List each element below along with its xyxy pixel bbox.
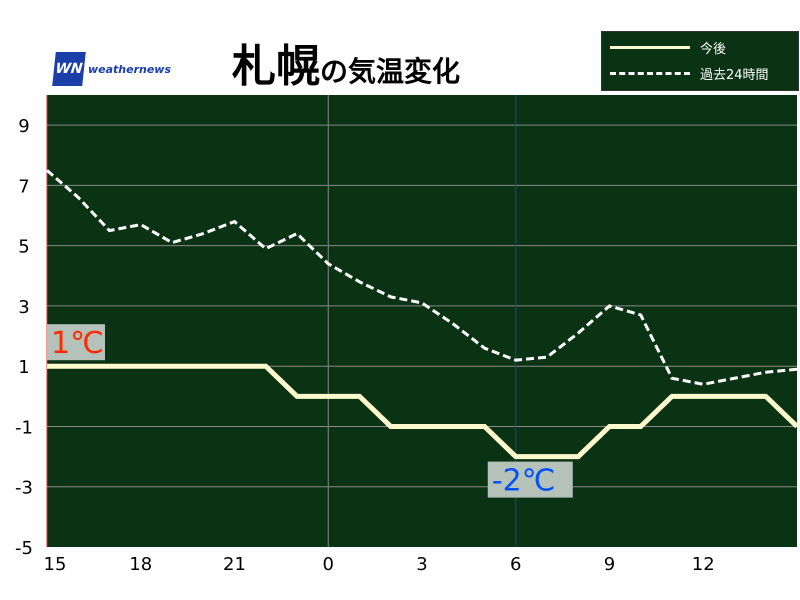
plot-area — [47, 95, 797, 547]
x-tick-label: 21 — [223, 554, 246, 575]
series-forecast-line — [47, 363, 799, 460]
chart-title: 札幌の気温変化 — [232, 30, 460, 94]
y-tick-label: 3 — [18, 297, 29, 318]
annotation-label: 1℃ — [51, 326, 104, 361]
x-tick-label: 3 — [416, 554, 427, 575]
legend: 今後 過去24時間 — [601, 31, 799, 91]
legend-item-forecast: 今後 — [610, 38, 726, 57]
title-city: 札幌 — [232, 41, 320, 92]
legend-swatch-dashed — [610, 72, 690, 75]
title-suffix: の気温変化 — [320, 55, 461, 88]
x-tick-label: 9 — [604, 554, 615, 575]
annotation-box — [47, 324, 105, 361]
legend-label: 今後 — [700, 42, 727, 57]
x-tick-label: 12 — [692, 554, 715, 575]
x-tick-label: 6 — [510, 554, 521, 575]
series-past-24h-line — [46, 169, 798, 386]
y-tick-label: 1 — [18, 357, 29, 378]
x-tick-label: 0 — [323, 554, 334, 575]
y-tick-label: -5 — [15, 538, 33, 559]
annotation-label: -2℃ — [492, 464, 556, 499]
logo-text: weathernews — [88, 62, 172, 76]
y-tick-label: -1 — [15, 417, 33, 438]
legend-item-past: 過去24時間 — [610, 64, 769, 83]
y-tick-label: 5 — [18, 237, 29, 258]
weathernews-logo: WN weathernews — [52, 52, 172, 86]
legend-label: 過去24時間 — [700, 68, 769, 83]
y-tick-label: -3 — [15, 478, 33, 499]
x-tick-label: 15 — [44, 554, 67, 575]
x-tick-label: 18 — [129, 554, 152, 575]
annotation-box — [487, 461, 573, 498]
annotation-min: -2℃ — [487, 461, 573, 499]
legend-swatch-solid — [610, 46, 690, 49]
y-tick-label: 9 — [18, 116, 29, 137]
y-tick-label: 7 — [18, 176, 29, 197]
annotation-max: 1℃ — [47, 324, 105, 361]
